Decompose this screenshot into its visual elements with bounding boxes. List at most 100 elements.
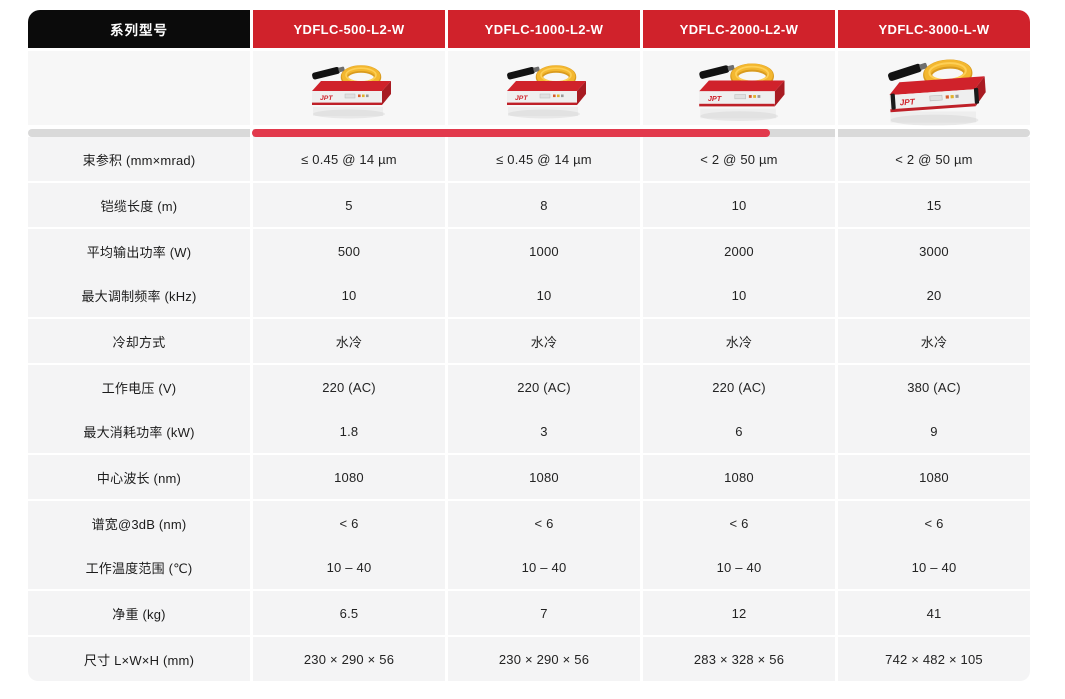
spec-value: 220 (AC) [448,365,640,409]
spec-label: 尺寸 L×W×H (mm) [28,637,250,681]
model-header-ydflc-1000: YDFLC-1000-L2-W [448,10,640,48]
spec-label: 谱宽@3dB (nm) [28,501,250,545]
spec-value: 15 [838,183,1030,227]
spec-value: 1080 [448,455,640,499]
spec-row: 最大调制频率 (kHz) 10 10 10 20 [28,273,1031,317]
spec-value: 10 [643,183,835,227]
spec-value: 12 [643,591,835,635]
spec-row: 最大消耗功率 (kW) 1.8 3 6 9 [28,409,1031,453]
spec-value: 水冷 [643,319,835,363]
spec-value: 742 × 482 × 105 [838,637,1030,681]
model-header-ydflc-3000: YDFLC-3000-L-W [838,10,1030,48]
spec-value: 380 (AC) [838,365,1030,409]
spec-label: 净重 (kg) [28,591,250,635]
svg-text:JPT: JPT [899,96,916,107]
spec-label: 束参积 (mm×mrad) [28,137,250,181]
spec-value: 水冷 [448,319,640,363]
spec-group: 冷却方式 水冷 水冷 水冷 水冷 [28,319,1031,363]
spec-group: 谱宽@3dB (nm) < 6 < 6 < 6 < 6 工作温度范围 (℃) 10 – 40… [28,501,1031,589]
laser-unit-image: JPT [492,50,596,127]
product-image-ydflc-3000: JPT [838,51,1030,126]
svg-text:JPT: JPT [708,94,722,103]
spec-value: 10 – 40 [448,545,640,589]
spec-group: 铠缆长度 (m) 5 8 10 15 [28,183,1031,227]
spec-label: 最大消耗功率 (kW) [28,409,250,453]
product-image-row: JPT JPT JPT JPT [28,51,1031,126]
spec-value: 1000 [448,229,640,273]
spec-label: 冷却方式 [28,319,250,363]
spec-value: 10 [448,273,640,317]
spec-table-body: 束参积 (mm×mrad) ≤ 0.45 @ 14 µm ≤ 0.45 @ 14 µ… [28,137,1031,681]
spec-value: 1.8 [253,409,445,453]
spec-value: 6 [643,409,835,453]
spec-value: 10 – 40 [643,545,835,589]
spec-value: 9 [838,409,1030,453]
spec-value: 220 (AC) [253,365,445,409]
spec-value: ≤ 0.45 @ 14 µm [253,137,445,181]
spec-group: 净重 (kg) 6.5 7 12 41 [28,591,1031,635]
table-header-row: 系列型号 YDFLC-500-L2-W YDFLC-1000-L2-W YDFL… [28,10,1031,48]
spec-value: 10 [643,273,835,317]
spec-value: 6.5 [253,591,445,635]
spec-value: 3 [448,409,640,453]
model-header-ydflc-500: YDFLC-500-L2-W [253,10,445,48]
spec-group: 工作电压 (V) 220 (AC) 220 (AC) 220 (AC) 380 (AC)… [28,365,1031,453]
spec-row: 尺寸 L×W×H (mm) 230 × 290 × 56 230 × 290 × 5… [28,637,1031,681]
spec-value: < 2 @ 50 µm [838,137,1030,181]
spec-group: 平均输出功率 (W) 500 1000 2000 3000 最大调制频率 (kHz) 10 1… [28,229,1031,317]
scrollbar-track[interactable] [28,129,250,137]
laser-unit-image: JPT [871,42,998,135]
spec-value: 8 [448,183,640,227]
spec-value: 水冷 [838,319,1030,363]
spec-label: 中心波长 (nm) [28,455,250,499]
horizontal-scrollbar[interactable] [28,129,1031,137]
spec-row: 束参积 (mm×mrad) ≤ 0.45 @ 14 µm ≤ 0.45 @ 14 µ… [28,137,1031,181]
spec-group: 尺寸 L×W×H (mm) 230 × 290 × 56 230 × 290 × 5… [28,637,1031,681]
spec-value: 10 [253,273,445,317]
spec-label: 平均输出功率 (W) [28,229,250,273]
product-image-ydflc-500: JPT [253,51,445,125]
laser-unit-image: JPT [297,50,401,127]
scrollbar-thumb[interactable] [252,129,770,137]
spec-value: 41 [838,591,1030,635]
spec-value: 7 [448,591,640,635]
spec-label: 铠缆长度 (m) [28,183,250,227]
spec-value: 220 (AC) [643,365,835,409]
spec-label: 工作温度范围 (℃) [28,545,250,589]
spec-value: 3000 [838,229,1030,273]
product-image-ydflc-2000: JPT [643,51,835,125]
spec-value: 20 [838,273,1030,317]
product-image-ydflc-1000: JPT [448,51,640,125]
spec-value: 500 [253,229,445,273]
spec-group: 中心波长 (nm) 1080 1080 1080 1080 [28,455,1031,499]
spec-row: 冷却方式 水冷 水冷 水冷 水冷 [28,319,1031,363]
spec-value: < 2 @ 50 µm [643,137,835,181]
spec-value: ≤ 0.45 @ 14 µm [448,137,640,181]
svg-text:JPT: JPT [320,95,333,102]
spec-value: 2000 [643,229,835,273]
spec-value: 水冷 [253,319,445,363]
spec-row: 净重 (kg) 6.5 7 12 41 [28,591,1031,635]
spec-value: < 6 [643,501,835,545]
series-model-header: 系列型号 [28,10,250,48]
spec-group: 束参积 (mm×mrad) ≤ 0.45 @ 14 µm ≤ 0.45 @ 14 µ… [28,137,1031,181]
spec-row: 中心波长 (nm) 1080 1080 1080 1080 [28,455,1031,499]
spec-value: 5 [253,183,445,227]
spec-label: 最大调制频率 (kHz) [28,273,250,317]
scrollbar-track[interactable] [838,129,1030,137]
spec-row: 平均输出功率 (W) 500 1000 2000 3000 [28,229,1031,273]
spec-row: 工作电压 (V) 220 (AC) 220 (AC) 220 (AC) 380 (AC) [28,365,1031,409]
spec-row: 铠缆长度 (m) 5 8 10 15 [28,183,1031,227]
spec-value: 10 – 40 [253,545,445,589]
spec-row: 谱宽@3dB (nm) < 6 < 6 < 6 < 6 [28,501,1031,545]
spec-value: 1080 [838,455,1030,499]
spec-value: 10 – 40 [838,545,1030,589]
spec-value: < 6 [838,501,1030,545]
spec-value: 230 × 290 × 56 [253,637,445,681]
model-header-ydflc-2000: YDFLC-2000-L2-W [643,10,835,48]
spec-value: 283 × 328 × 56 [643,637,835,681]
spec-value: 230 × 290 × 56 [448,637,640,681]
spec-value: < 6 [448,501,640,545]
laser-unit-image: JPT [683,47,795,130]
spec-row: 工作温度范围 (℃) 10 – 40 10 – 40 10 – 40 10 – 40 [28,545,1031,589]
